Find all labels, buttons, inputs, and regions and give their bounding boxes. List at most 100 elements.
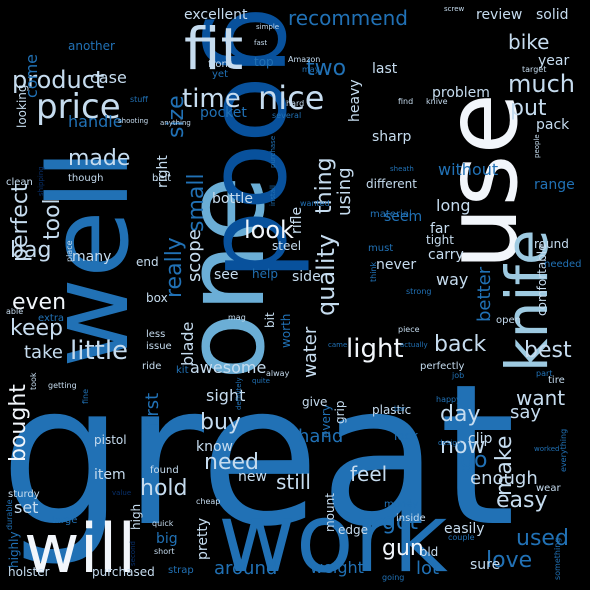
word-old: old <box>420 545 439 559</box>
word-job: job <box>452 371 465 380</box>
word-shipping: shipping <box>37 166 45 196</box>
word-quick: quick <box>152 519 174 528</box>
word-review: review <box>476 7 523 23</box>
word-plastic: plastic <box>372 403 412 417</box>
word-water: water <box>300 326 321 378</box>
word-large: large <box>52 515 78 526</box>
word-mount: mount <box>323 493 337 532</box>
word-sight: sight <box>206 386 246 405</box>
word-screw: screw <box>444 5 465 13</box>
word-small: small <box>184 173 209 232</box>
word-belt: belt <box>152 173 172 184</box>
word-stuff: stuff <box>130 95 148 104</box>
word-getting: getting <box>48 381 77 390</box>
word-bag: bag <box>10 238 52 263</box>
word-around: around <box>214 558 278 579</box>
word-see: see <box>214 267 239 283</box>
word-sharp: sharp <box>372 129 412 145</box>
word-box: box <box>146 291 168 305</box>
word-gun: gun <box>382 536 424 561</box>
word-wanted: wanted <box>300 199 330 208</box>
word-put: put <box>510 96 547 121</box>
word-worth: worth <box>279 313 293 348</box>
word-durable: durable <box>5 499 14 530</box>
word-holster: holster <box>8 565 50 579</box>
word-value: value <box>112 489 132 497</box>
word-now: now <box>440 434 486 459</box>
word-made: made <box>68 146 131 171</box>
word-time: time <box>182 84 241 114</box>
word-end: end <box>136 255 159 269</box>
word-carry: carry <box>428 247 464 263</box>
word-extra: extra <box>38 313 65 324</box>
word-used: used <box>516 526 569 551</box>
word-money: money <box>384 499 419 510</box>
word-problem: problem <box>432 85 490 101</box>
word-definitely: definitely <box>235 377 243 410</box>
word-edge: edge <box>338 523 368 537</box>
word-bit: bit <box>263 312 277 328</box>
word-last: last <box>372 61 398 77</box>
word-far: far <box>430 221 450 237</box>
word-easy: easy <box>496 488 548 513</box>
word-needed: needed <box>544 259 582 270</box>
word-yet: yet <box>212 69 228 80</box>
word-open: open <box>496 315 521 326</box>
word-say: say <box>510 402 542 423</box>
word-pistol: pistol <box>94 433 127 447</box>
word-mag: mag <box>228 313 246 322</box>
word-strap: strap <box>168 565 194 576</box>
word-wear: wear <box>536 483 561 494</box>
word-strong: strong <box>406 287 432 296</box>
word-hard: hard <box>286 99 305 108</box>
word-quite: quite <box>252 377 270 385</box>
word-seem: seem <box>384 209 423 225</box>
word-solid: solid <box>536 7 569 23</box>
word-something: something <box>553 537 562 580</box>
word-amazon: Amazon <box>288 55 321 64</box>
word-another: another <box>68 39 115 53</box>
word-round: round <box>534 237 569 251</box>
word-bought: bought <box>6 384 31 462</box>
word-worked: worked <box>534 445 560 453</box>
word-everything: everything <box>559 428 568 472</box>
word-cheap: cheap <box>196 497 221 506</box>
word-kit: kit <box>176 365 189 376</box>
word-bar: bar <box>394 405 406 413</box>
word-set: set <box>14 498 39 517</box>
word-front: front <box>208 59 232 70</box>
word-simple: simple <box>256 23 280 31</box>
word-need: need <box>204 450 259 475</box>
word-big: big <box>156 531 178 547</box>
word-several: several <box>272 111 302 120</box>
word-item: item <box>94 467 126 483</box>
word-look: look <box>244 216 294 244</box>
word-top: top <box>254 55 274 69</box>
word-actually: actually <box>400 341 428 349</box>
word-really: really <box>162 237 187 298</box>
word-better: better <box>474 266 495 322</box>
word-know: know <box>196 439 233 455</box>
word-pocket: pocket <box>200 105 247 121</box>
word-issue: issue <box>146 341 172 352</box>
word-fast: fast <box>254 39 268 47</box>
word-must: must <box>368 243 394 254</box>
word-every: every <box>319 404 333 438</box>
word-range: range <box>534 177 575 193</box>
word-alway: alway <box>266 369 290 378</box>
word-new: new <box>238 469 267 485</box>
word-piece: piece <box>398 325 420 334</box>
word-many: many <box>72 249 112 265</box>
word-recommend: recommend <box>288 6 408 30</box>
word-high: high <box>129 503 143 530</box>
word-day: day <box>440 402 481 427</box>
word-pretty: pretty <box>195 517 211 560</box>
word-inside: inside <box>396 513 426 524</box>
word-help: help <box>252 267 278 281</box>
word-long: long <box>436 196 471 215</box>
word-bottle: bottle <box>212 191 253 207</box>
word-heavy: heavy <box>347 79 363 122</box>
word-excellent: excellent <box>184 7 248 23</box>
word-different: different <box>366 177 417 191</box>
